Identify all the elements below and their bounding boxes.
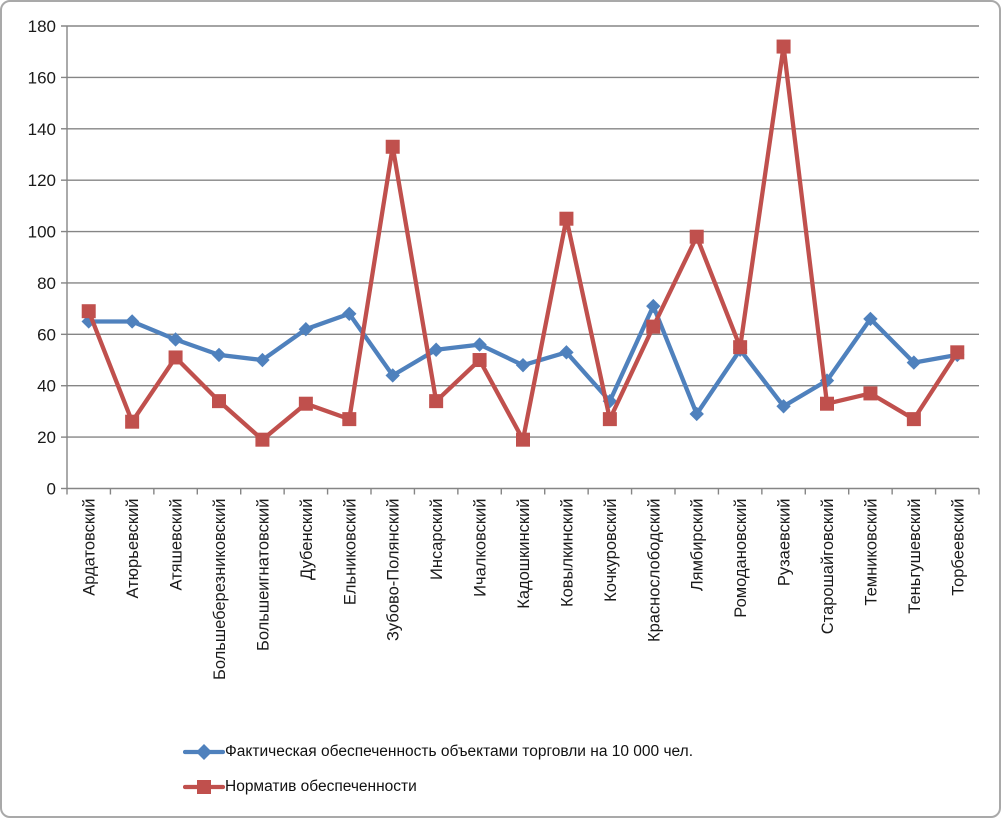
data-point-square bbox=[689, 229, 704, 244]
data-point-square bbox=[385, 139, 400, 154]
data-point-diamond bbox=[211, 347, 227, 363]
data-point-square bbox=[559, 211, 574, 226]
y-axis-tick-label: 120 bbox=[28, 171, 56, 190]
legend-item-actual: Фактическая обеспеченность объектами тор… bbox=[183, 738, 693, 766]
x-axis-category-label: Рузаевский bbox=[776, 499, 794, 587]
x-axis-category-label: Дубенский bbox=[298, 499, 316, 580]
data-point-diamond bbox=[646, 298, 661, 314]
x-axis-category-label: Инсарский bbox=[428, 499, 446, 580]
legend-label-actual: Фактическая обеспеченность объектами тор… bbox=[225, 743, 693, 761]
legend-item-norm: Норматив обеспеченности bbox=[183, 773, 693, 801]
x-axis-category-label: Атяшевский bbox=[168, 499, 186, 591]
data-point-diamond bbox=[472, 337, 487, 352]
y-axis-tick-label: 20 bbox=[37, 428, 56, 447]
x-axis-category-label: Ичалковский bbox=[472, 499, 490, 597]
data-point-square bbox=[950, 345, 965, 360]
data-point-diamond bbox=[298, 321, 314, 337]
data-point-diamond bbox=[428, 342, 444, 357]
data-point-square bbox=[255, 432, 270, 447]
data-point-square bbox=[906, 412, 921, 427]
x-axis-category-label: Теньгушевский bbox=[906, 499, 924, 614]
x-axis-category-label: Торбеевский bbox=[949, 499, 967, 596]
data-point-diamond bbox=[342, 306, 357, 321]
x-axis-category-label: Зубово-Полянский bbox=[385, 499, 403, 642]
data-point-diamond bbox=[906, 355, 922, 370]
data-point-diamond bbox=[776, 399, 791, 414]
data-point-square bbox=[733, 340, 748, 355]
x-axis-category-label: Лямбирский bbox=[689, 499, 707, 592]
y-axis-tick-label: 160 bbox=[28, 68, 56, 87]
data-point-square bbox=[429, 394, 444, 409]
data-point-square bbox=[776, 39, 791, 54]
legend-label-norm: Норматив обеспеченности bbox=[225, 778, 417, 796]
y-axis-tick-label: 180 bbox=[28, 17, 56, 36]
data-point-diamond bbox=[515, 357, 531, 373]
data-point-diamond bbox=[255, 352, 270, 368]
y-axis-tick-label: 0 bbox=[47, 480, 56, 499]
data-point-square bbox=[212, 394, 226, 409]
data-point-diamond bbox=[689, 406, 704, 422]
x-axis-category-label: Старошайговский bbox=[819, 499, 837, 635]
data-point-square bbox=[516, 432, 530, 447]
data-point-diamond bbox=[385, 368, 400, 383]
x-axis-category-label: Атюрьевский bbox=[124, 499, 142, 599]
x-axis-category-label: Ковылкинский bbox=[558, 499, 576, 608]
data-point-square bbox=[298, 396, 313, 411]
y-axis-tick-label: 100 bbox=[28, 223, 56, 242]
x-axis-category-label: Кочкуровский bbox=[602, 499, 620, 602]
data-point-diamond bbox=[168, 332, 183, 347]
x-axis-category-label: Ельниковский bbox=[341, 499, 359, 606]
x-axis-category-label: Ардатовский bbox=[81, 499, 99, 596]
diamond-marker-icon bbox=[183, 744, 225, 760]
x-axis-category-label: Темниковский bbox=[862, 499, 880, 606]
data-point-diamond bbox=[863, 311, 878, 327]
data-point-square bbox=[168, 350, 183, 365]
data-point-square bbox=[820, 396, 834, 411]
square-marker-icon bbox=[183, 780, 225, 794]
x-axis-category-label: Кадошкинский bbox=[515, 499, 533, 609]
chart-legend: Фактическая обеспеченность объектами тор… bbox=[183, 738, 693, 808]
data-point-square bbox=[81, 304, 96, 319]
y-axis-tick-label: 140 bbox=[28, 120, 56, 139]
x-axis-category-label: Краснослободский bbox=[645, 499, 663, 643]
data-point-square bbox=[602, 412, 617, 427]
data-point-square bbox=[342, 412, 357, 427]
x-axis-category-label: Большеигнатовский bbox=[254, 499, 272, 651]
chart-canvas: 0 20 40 60 80 100 120 140 160 180 Ардатовский Атюрь… bbox=[28, 17, 980, 680]
data-point-square bbox=[125, 414, 140, 429]
x-axis-category-label: Ромодановский bbox=[732, 499, 750, 618]
data-point-diamond bbox=[124, 314, 140, 329]
y-axis-tick-label: 60 bbox=[37, 325, 56, 344]
data-point-square bbox=[646, 319, 661, 334]
data-point-square bbox=[863, 386, 878, 401]
x-axis-category-label: Большеберезниковский bbox=[211, 499, 229, 680]
y-axis-tick-label: 40 bbox=[37, 377, 56, 396]
y-axis-tick-label: 80 bbox=[37, 274, 56, 293]
data-point-diamond bbox=[559, 345, 574, 360]
data-point-square bbox=[472, 353, 487, 368]
